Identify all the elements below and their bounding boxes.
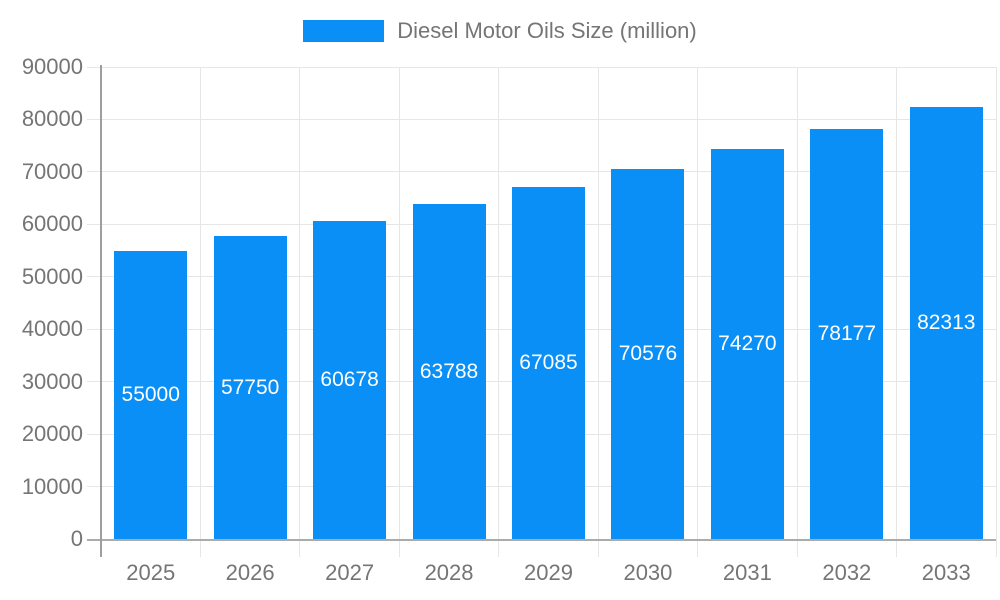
bar (611, 168, 685, 539)
y-tick-label: 50000 (21, 263, 83, 289)
x-tick-label: 2029 (524, 560, 573, 585)
bar (114, 250, 188, 539)
x-gridline (199, 67, 201, 557)
bar-value-label: 74270 (718, 332, 777, 356)
x-gridline (697, 67, 699, 557)
y-tick-label: 40000 (21, 316, 83, 342)
x-gridline (498, 67, 500, 557)
x-gridline (995, 67, 997, 557)
x-gridline (299, 67, 301, 557)
x-tick-label: 2032 (822, 560, 872, 585)
bar (710, 149, 784, 539)
y-axis-line (100, 65, 102, 557)
y-tick-label: 60000 (21, 211, 83, 237)
x-tick-label: 2031 (722, 560, 772, 585)
y-tick-label: 80000 (21, 106, 83, 132)
bar (512, 187, 585, 539)
bar-value-label: 63788 (419, 359, 479, 383)
x-gridline (896, 67, 898, 557)
bar-value-label: 67085 (519, 351, 578, 375)
bar-value-label: 78177 (817, 322, 877, 345)
y-tick-label: 10000 (21, 473, 83, 499)
y-gridline (87, 118, 996, 120)
legend-label: Diesel Motor Oils Size (million) (397, 18, 697, 43)
y-gridline (87, 171, 996, 173)
bar (909, 107, 983, 539)
legend-swatch (303, 20, 385, 42)
bar-value-label: 82313 (917, 311, 976, 335)
x-tick-label: 2027 (325, 560, 375, 585)
x-tick-label: 2033 (921, 560, 971, 585)
bar (213, 236, 287, 539)
bar-value-label: 55000 (121, 382, 180, 406)
x-tick-label: 2025 (126, 560, 176, 585)
chart-legend[interactable]: Diesel Motor Oils Size (million) (0, 18, 1000, 44)
y-tick-label: 90000 (21, 54, 83, 79)
x-gridline (796, 67, 798, 557)
x-gridline (597, 67, 599, 557)
x-gridline (398, 67, 400, 557)
bar (810, 129, 884, 539)
y-tick-label: 70000 (21, 158, 83, 184)
bar (412, 204, 486, 539)
x-tick-label: 2030 (623, 560, 673, 585)
x-tick-label: 2028 (424, 560, 474, 585)
bar-value-label: 60678 (320, 367, 379, 391)
x-tick-label: 2026 (225, 560, 275, 585)
y-tick-label: 30000 (21, 368, 83, 394)
x-axis-line (87, 539, 996, 541)
y-tick-label: 20000 (21, 421, 83, 447)
bar-value-label: 57750 (220, 375, 280, 399)
y-gridline (87, 66, 996, 68)
bar (313, 220, 387, 539)
bar-value-label: 70576 (618, 341, 678, 365)
y-tick-label: 0 (70, 526, 83, 551)
